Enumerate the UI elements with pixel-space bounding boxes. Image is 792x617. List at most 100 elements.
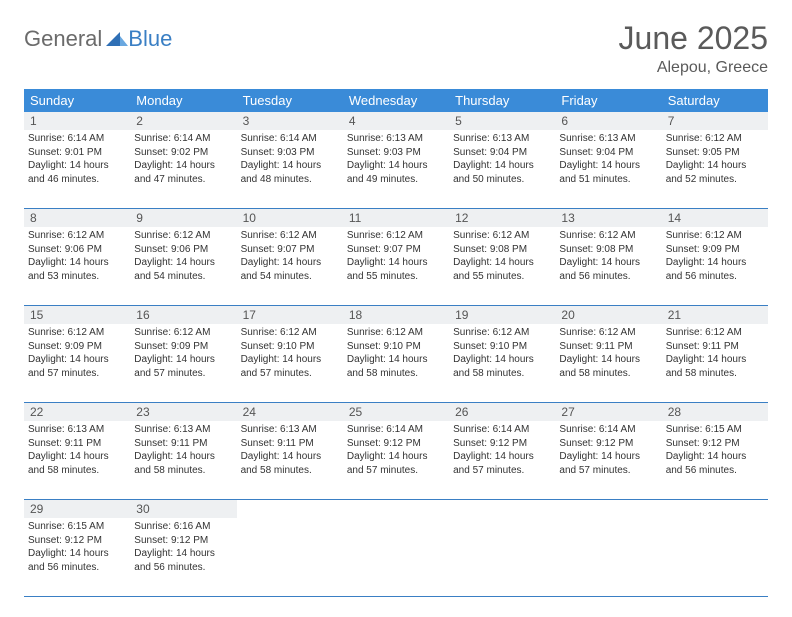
day-cell: Sunrise: 6:12 AMSunset: 9:11 PMDaylight:… <box>662 324 768 402</box>
day2-line: and 51 minutes. <box>559 173 657 187</box>
day1-line: Daylight: 14 hours <box>241 159 339 173</box>
sunrise-line: Sunrise: 6:14 AM <box>347 423 445 437</box>
day2-line: and 57 minutes. <box>453 464 551 478</box>
day-number: 14 <box>662 209 768 227</box>
sunrise-line: Sunrise: 6:12 AM <box>559 229 657 243</box>
brand-logo: General Blue <box>24 20 172 52</box>
day1-line: Daylight: 14 hours <box>134 450 232 464</box>
sunrise-line: Sunrise: 6:14 AM <box>28 132 126 146</box>
empty-cell <box>343 518 449 596</box>
day-cell: Sunrise: 6:14 AMSunset: 9:02 PMDaylight:… <box>130 130 236 208</box>
day-number: 25 <box>343 403 449 421</box>
sunrise-line: Sunrise: 6:15 AM <box>666 423 764 437</box>
day-cell: Sunrise: 6:12 AMSunset: 9:06 PMDaylight:… <box>130 227 236 305</box>
weekday-header: Saturday <box>662 89 768 112</box>
sunrise-line: Sunrise: 6:13 AM <box>453 132 551 146</box>
day-number: 23 <box>130 403 236 421</box>
day1-line: Daylight: 14 hours <box>28 159 126 173</box>
day-number <box>237 500 343 518</box>
sunrise-line: Sunrise: 6:12 AM <box>28 229 126 243</box>
day-number: 29 <box>24 500 130 518</box>
sunset-line: Sunset: 9:06 PM <box>28 243 126 257</box>
sunset-line: Sunset: 9:11 PM <box>28 437 126 451</box>
day2-line: and 48 minutes. <box>241 173 339 187</box>
sunrise-line: Sunrise: 6:13 AM <box>28 423 126 437</box>
day2-line: and 50 minutes. <box>453 173 551 187</box>
weekday-header-row: Sunday Monday Tuesday Wednesday Thursday… <box>24 89 768 112</box>
day2-line: and 58 minutes. <box>134 464 232 478</box>
day-cell: Sunrise: 6:14 AMSunset: 9:01 PMDaylight:… <box>24 130 130 208</box>
sunrise-line: Sunrise: 6:12 AM <box>453 229 551 243</box>
day2-line: and 58 minutes. <box>453 367 551 381</box>
day2-line: and 56 minutes. <box>666 270 764 284</box>
day2-line: and 49 minutes. <box>347 173 445 187</box>
sunrise-line: Sunrise: 6:12 AM <box>453 326 551 340</box>
day-number <box>449 500 555 518</box>
day2-line: and 56 minutes. <box>559 270 657 284</box>
day-number: 4 <box>343 112 449 130</box>
day2-line: and 58 minutes. <box>559 367 657 381</box>
day2-line: and 57 minutes. <box>28 367 126 381</box>
day1-line: Daylight: 14 hours <box>559 256 657 270</box>
day2-line: and 56 minutes. <box>134 561 232 575</box>
day1-line: Daylight: 14 hours <box>134 256 232 270</box>
weekday-header: Tuesday <box>237 89 343 112</box>
day1-line: Daylight: 14 hours <box>28 547 126 561</box>
day2-line: and 58 minutes. <box>666 367 764 381</box>
sunset-line: Sunset: 9:11 PM <box>666 340 764 354</box>
sunrise-line: Sunrise: 6:13 AM <box>347 132 445 146</box>
sunset-line: Sunset: 9:05 PM <box>666 146 764 160</box>
day-number <box>343 500 449 518</box>
day-cell: Sunrise: 6:12 AMSunset: 9:10 PMDaylight:… <box>343 324 449 402</box>
day-number: 8 <box>24 209 130 227</box>
sunrise-line: Sunrise: 6:13 AM <box>241 423 339 437</box>
weeks-container: 1234567Sunrise: 6:14 AMSunset: 9:01 PMDa… <box>24 112 768 597</box>
weekday-header: Monday <box>130 89 236 112</box>
day-cell: Sunrise: 6:12 AMSunset: 9:09 PMDaylight:… <box>662 227 768 305</box>
day1-line: Daylight: 14 hours <box>347 353 445 367</box>
sunrise-line: Sunrise: 6:14 AM <box>241 132 339 146</box>
day1-line: Daylight: 14 hours <box>241 353 339 367</box>
sunset-line: Sunset: 9:11 PM <box>559 340 657 354</box>
day2-line: and 56 minutes. <box>28 561 126 575</box>
day-number-row: 2930 <box>24 500 768 518</box>
day2-line: and 54 minutes. <box>241 270 339 284</box>
empty-cell <box>555 518 661 596</box>
day-number: 30 <box>130 500 236 518</box>
day-cell: Sunrise: 6:13 AMSunset: 9:04 PMDaylight:… <box>555 130 661 208</box>
day-cell: Sunrise: 6:14 AMSunset: 9:12 PMDaylight:… <box>555 421 661 499</box>
weekday-header: Friday <box>555 89 661 112</box>
day-number: 9 <box>130 209 236 227</box>
title-block: June 2025 Alepou, Greece <box>619 20 768 77</box>
sunset-line: Sunset: 9:08 PM <box>453 243 551 257</box>
day-number: 24 <box>237 403 343 421</box>
sunrise-line: Sunrise: 6:12 AM <box>347 229 445 243</box>
day2-line: and 57 minutes. <box>134 367 232 381</box>
day1-line: Daylight: 14 hours <box>347 256 445 270</box>
day1-line: Daylight: 14 hours <box>241 450 339 464</box>
sunset-line: Sunset: 9:04 PM <box>453 146 551 160</box>
sunrise-line: Sunrise: 6:13 AM <box>559 132 657 146</box>
week-row: Sunrise: 6:12 AM Sunset: 9:09 PM Daylight:… <box>24 324 768 403</box>
weekday-header: Sunday <box>24 89 130 112</box>
sunset-line: Sunset: 9:11 PM <box>134 437 232 451</box>
sunset-line: Sunset: 9:12 PM <box>559 437 657 451</box>
day1-line: Daylight: 14 hours <box>666 159 764 173</box>
sunset-line: Sunset: 9:09 PM <box>134 340 232 354</box>
day2-line: and 58 minutes. <box>28 464 126 478</box>
day1-line: Daylight: 14 hours <box>453 450 551 464</box>
day-number-row: 15161718192021 <box>24 306 768 324</box>
day-number: 6 <box>555 112 661 130</box>
day1-line: Daylight: 14 hours <box>559 353 657 367</box>
day-cell: Sunrise: 6:12 AMSunset: 9:07 PMDaylight:… <box>343 227 449 305</box>
day1-line: Daylight: 14 hours <box>241 256 339 270</box>
day2-line: and 47 minutes. <box>134 173 232 187</box>
sunset-line: Sunset: 9:08 PM <box>559 243 657 257</box>
day-number <box>555 500 661 518</box>
logo-text-2: Blue <box>128 26 172 52</box>
day2-line: and 55 minutes. <box>347 270 445 284</box>
week-row: Sunrise: 6:15 AMSunset: 9:12 PMDaylight:… <box>24 518 768 597</box>
sunrise-line: Sunrise: 6:16 AM <box>134 520 232 534</box>
day1-line: Daylight: 14 hours <box>666 256 764 270</box>
sunset-line: Sunset: 9:12 PM <box>666 437 764 451</box>
